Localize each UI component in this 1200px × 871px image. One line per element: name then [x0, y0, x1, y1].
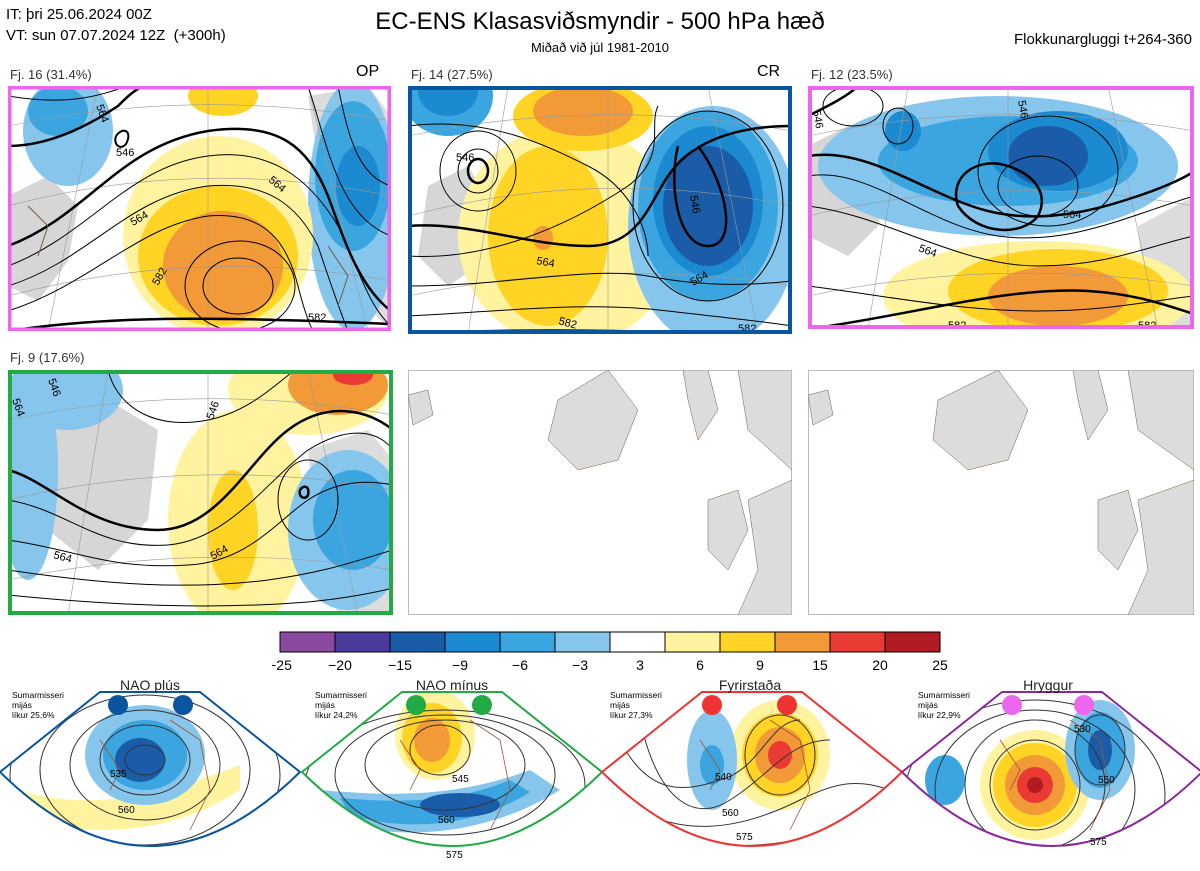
initial-time: IT: þri 25.06.2024 00Z — [6, 6, 152, 23]
svg-text:546: 546 — [116, 147, 134, 159]
colorbar-tick-label: 3 — [636, 657, 644, 673]
colorbar-tick-label: 20 — [872, 657, 888, 673]
svg-text:546: 546 — [810, 109, 825, 129]
classification-window: Flokkunargluggi t+264-360 — [1013, 31, 1192, 48]
svg-text:546: 546 — [456, 152, 474, 164]
regime-2-label-2: 560 — [438, 815, 455, 826]
cluster-map-3: 546 546 564 564 582 582 — [808, 86, 1194, 329]
cluster-map-2: 546 564 546 564 582 582 — [408, 86, 792, 334]
page-title: EC-ENS Klasasviðsmyndir - 500 hPa hæð — [375, 8, 825, 35]
regime-blocking-map — [602, 692, 900, 846]
cluster-4-title: Fj. 9 (17.6%) — [10, 350, 85, 365]
colorbar-tick-label: −20 — [328, 657, 352, 673]
colorbar-tick-label: 25 — [932, 657, 948, 673]
regime-3-label-2: 560 — [722, 808, 739, 819]
regime-1-info: Sumarmisseri mijás líkur 25,6% — [12, 690, 64, 720]
svg-text:582: 582 — [308, 312, 326, 324]
regime-4-label-3: 575 — [1090, 837, 1107, 848]
svg-text:546: 546 — [687, 194, 702, 214]
valid-time: VT: sun 07.07.2024 12Z (+300h) — [6, 27, 226, 44]
regime-4-label-2: 550 — [1098, 775, 1115, 786]
svg-text:564: 564 — [52, 549, 73, 565]
colorbar-tick-label: 15 — [812, 657, 828, 673]
svg-text:582: 582 — [738, 323, 756, 334]
svg-text:582: 582 — [557, 315, 578, 331]
page-subtitle: Miðað við júl 1981-2010 — [530, 40, 670, 55]
weather-regimes: 535 560 545 560 575 540 560 575 530 550 … — [0, 691, 1200, 861]
colorbar-tick-label: −6 — [512, 657, 528, 673]
regime-3-label-1: 540 — [715, 772, 732, 783]
colorbar-swatch — [719, 631, 776, 653]
colorbar-swatch — [829, 631, 886, 653]
regime-3-info: Sumarmisseri mijás líkur 27,3% — [610, 690, 662, 720]
svg-text:582: 582 — [1138, 320, 1156, 329]
svg-text:582: 582 — [948, 320, 966, 329]
colorbar-tick-label: −15 — [388, 657, 412, 673]
cluster-map-1: 564 546 564 582 582 564 — [8, 86, 391, 331]
svg-text:564: 564 — [1063, 209, 1081, 221]
colorbar-tick-label: 6 — [696, 657, 704, 673]
empty-map-2 — [808, 370, 1194, 615]
colorbar-swatch — [664, 631, 721, 653]
regime-4-info: Sumarmisseri mijás líkur 22,9% — [918, 690, 970, 720]
regime-2-label-3: 575 — [446, 850, 463, 861]
colorbar-swatch — [554, 631, 611, 653]
regime-3-label-3: 575 — [736, 832, 753, 843]
cluster-map-4: 564 546 546 564 564 — [8, 370, 393, 615]
colorbar-swatch — [279, 631, 336, 653]
colorbar-swatch — [774, 631, 831, 653]
colorbar-tick-label: 9 — [756, 657, 764, 673]
regime-1-label-2: 560 — [118, 805, 135, 816]
colorbar-tick-label: −9 — [452, 657, 468, 673]
colorbar-swatch — [334, 631, 391, 653]
colorbar-swatch — [444, 631, 501, 653]
regime-4-label-1: 530 — [1074, 724, 1091, 735]
cluster-2-tag: CR — [757, 63, 781, 80]
svg-text:546: 546 — [205, 400, 223, 421]
empty-map-1 — [408, 370, 792, 615]
colorbar-swatch — [389, 631, 446, 653]
cluster-3-title: Fj. 12 (23.5%) — [811, 67, 893, 82]
regime-2-name: NAO mínus — [415, 677, 489, 693]
regime-1-label-1: 535 — [110, 769, 127, 780]
regime-1-name: NAO plús — [120, 677, 180, 693]
colorbar-tick-label: −25 — [272, 657, 292, 673]
colorbar-tick-label: −3 — [572, 657, 588, 673]
header-info: IT: þri 25.06.2024 00Z VT: sun 07.07.202… — [6, 4, 226, 46]
regime-4-name: Hryggur — [1023, 677, 1073, 693]
svg-text:564: 564 — [93, 103, 111, 124]
svg-text:564: 564 — [917, 243, 938, 261]
colorbar-swatch — [884, 631, 941, 653]
svg-text:546: 546 — [1015, 99, 1030, 119]
cluster-1-title: Fj. 16 (31.4%) — [10, 67, 92, 82]
cluster-1-tag: OP — [356, 63, 380, 80]
regime-3-name: Fyrirstaða — [718, 677, 782, 693]
colorbar-swatch — [609, 631, 666, 653]
svg-text:564: 564 — [9, 397, 27, 418]
regime-2-label-1: 545 — [452, 774, 469, 785]
cluster-2-title: Fj. 14 (27.5%) — [411, 67, 493, 82]
svg-text:546: 546 — [45, 377, 63, 398]
colorbar: −25 −20 −15 −9 −6 −3 3 6 9 15 20 25 — [272, 631, 948, 673]
colorbar-swatch — [499, 631, 556, 653]
regime-2-info: Sumarmisseri mijás líkur 24,2% — [315, 690, 367, 720]
svg-text:564: 564 — [535, 255, 555, 270]
